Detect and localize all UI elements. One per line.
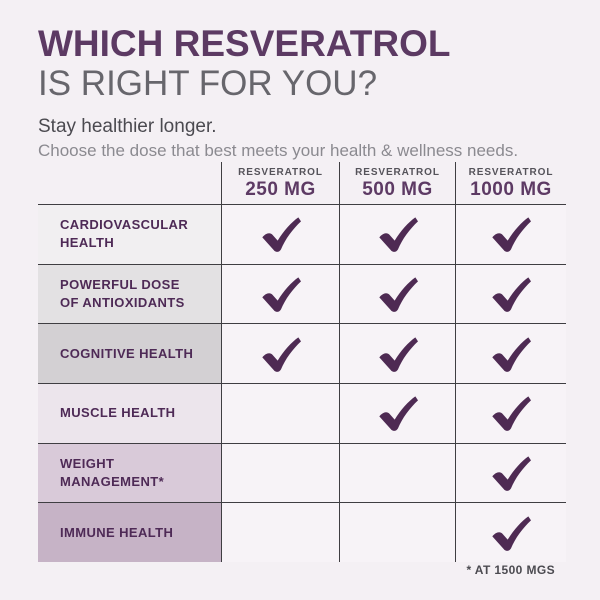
row-label-text: MUSCLE HEALTH [60, 405, 176, 421]
subtitle-primary: Stay healthier longer. [38, 116, 217, 137]
footnote: * AT 1500 MGS [466, 563, 555, 577]
check-icon [378, 217, 418, 253]
check-cell-checked [221, 263, 339, 324]
page-title-line1: WHICH RESVERATROL [38, 23, 451, 64]
check-icon [492, 396, 531, 432]
column-header: RESVERATROL 500 MG [339, 162, 455, 204]
check-icon [378, 277, 418, 312]
check-icon [492, 217, 531, 253]
comparison-table: RESVERATROL 250 MG RESVERATROL 500 MG RESVER… [38, 162, 566, 562]
check-cell-checked [339, 263, 455, 324]
row-label-text: IMMUNE HEALTH [60, 524, 174, 540]
check-cell-empty [221, 502, 339, 562]
check-icon [261, 217, 301, 253]
subtitle-secondary: Choose the dose that best meets your hea… [38, 141, 519, 160]
check-icon [492, 277, 531, 312]
column-brand: RESVERATROL [238, 167, 323, 178]
check-cell-checked [455, 502, 566, 562]
check-cell-checked [455, 323, 566, 383]
row-label-text: COGNITIVE HEALTH [60, 345, 194, 361]
check-icon [378, 336, 418, 372]
row-label: CARDIOVASCULAR HEALTH [38, 204, 221, 264]
column-brand: RESVERATROL [355, 167, 440, 178]
check-cell-checked [455, 382, 566, 443]
row-label-text: CARDIOVASCULAR HEALTH [60, 217, 189, 251]
check-cell-checked [339, 323, 455, 383]
row-label-text: WEIGHT MANAGEMENT* [60, 455, 165, 489]
table-corner-cell [38, 162, 221, 204]
check-cell-empty [339, 442, 455, 503]
check-cell-checked [221, 323, 339, 383]
row-label: COGNITIVE HEALTH [38, 323, 221, 383]
check-icon [492, 456, 531, 491]
check-cell-checked [455, 204, 566, 264]
column-dose: 250 MG [245, 179, 316, 200]
check-cell-checked [339, 204, 455, 264]
row-label: IMMUNE HEALTH [38, 502, 221, 562]
page-title-line2: IS RIGHT FOR YOU? [38, 64, 378, 103]
check-cell-checked [455, 442, 566, 503]
check-icon [261, 336, 301, 372]
check-cell-checked [339, 382, 455, 443]
column-header: RESVERATROL 1000 MG [455, 162, 566, 204]
check-cell-checked [221, 204, 339, 264]
column-dose: 1000 MG [470, 179, 552, 200]
check-icon [492, 336, 531, 372]
column-dose: 500 MG [362, 179, 433, 200]
check-icon [492, 515, 531, 551]
check-cell-checked [455, 263, 566, 324]
row-label-text: POWERFUL DOSE OF ANTIOXIDANTS [60, 276, 185, 310]
row-label: WEIGHT MANAGEMENT* [38, 442, 221, 503]
check-icon [378, 396, 418, 432]
row-label: MUSCLE HEALTH [38, 382, 221, 443]
column-header: RESVERATROL 250 MG [221, 162, 339, 204]
check-cell-empty [221, 442, 339, 503]
heading-block: WHICH RESVERATROL IS RIGHT FOR YOU? Stay… [38, 24, 568, 162]
check-cell-empty [221, 382, 339, 443]
check-icon [261, 277, 301, 312]
check-cell-empty [339, 502, 455, 562]
row-label: POWERFUL DOSE OF ANTIOXIDANTS [38, 263, 221, 324]
column-brand: RESVERATROL [468, 167, 554, 178]
